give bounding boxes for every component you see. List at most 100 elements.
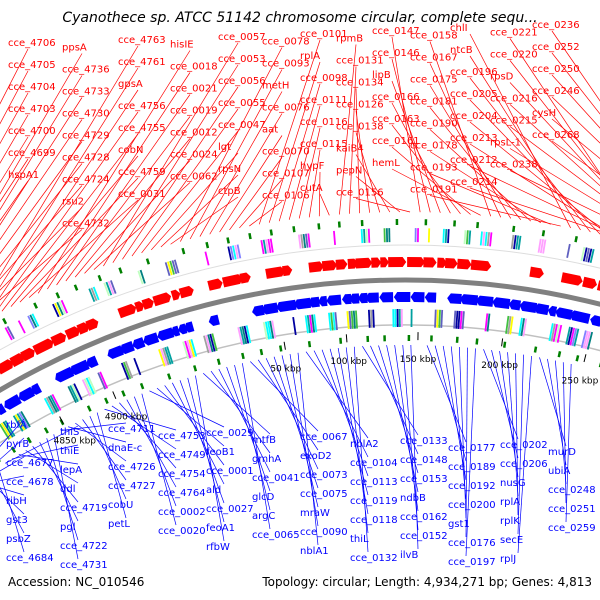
reverse-gene-label: cce_0002 — [158, 507, 206, 518]
leader-line — [562, 362, 567, 504]
gene-arrow — [470, 259, 492, 272]
reverse-gene-label: cce_4684 — [6, 553, 54, 564]
feature-bar — [262, 239, 267, 254]
forward-gene-label: cce_0178 — [410, 141, 458, 152]
feature-bar — [566, 243, 571, 259]
leader-line — [458, 346, 467, 519]
gene-arrow — [547, 305, 558, 317]
forward-gene-label: cce_0126 — [336, 100, 384, 111]
forward-gene-label: cce_4732 — [62, 219, 110, 230]
feature-bar — [587, 248, 593, 263]
feature-tick — [557, 351, 562, 358]
feature-bar — [92, 286, 100, 301]
feature-tick — [269, 229, 273, 236]
leader-line — [551, 74, 600, 129]
forward-gene-label: cce_0018 — [170, 62, 218, 73]
leader-line — [429, 107, 522, 220]
forward-gene-label: cce_0078 — [262, 37, 310, 48]
feature-tick — [2, 317, 8, 325]
leader-line — [551, 140, 600, 176]
feature-bar — [360, 229, 364, 244]
forward-gene-label: cce_0238 — [490, 160, 538, 171]
gene-arrow — [294, 297, 312, 310]
forward-gene-label: ppsA — [62, 43, 87, 54]
leader-line — [551, 52, 600, 115]
forward-gene-label: cce_4705 — [8, 60, 56, 71]
gene-arrow — [560, 272, 583, 286]
leader-line — [355, 88, 360, 214]
leader-line — [321, 349, 369, 477]
reverse-gene-label: cce_4727 — [108, 481, 156, 492]
forward-gene-label: cce_4756 — [118, 101, 166, 112]
leader-line — [0, 487, 25, 496]
reverse-gene-label: cce_0104 — [350, 458, 398, 469]
gene-arrow — [170, 289, 181, 301]
forward-gene-label: cce_0161 — [372, 136, 420, 147]
leader-line — [0, 163, 83, 268]
reverse-gene-label: secE — [500, 535, 523, 546]
leader-line — [47, 72, 191, 290]
feature-bar — [190, 338, 198, 357]
feature-tick — [139, 382, 145, 390]
feature-bar — [309, 314, 314, 333]
reverse-gene-label: ddl — [60, 484, 75, 495]
reverse-gene-label: cce_0153 — [400, 474, 448, 485]
feature-bar — [99, 371, 109, 389]
forward-strand-arrows — [0, 257, 600, 375]
feature-bar — [4, 420, 16, 437]
gene-arrow — [444, 257, 458, 269]
leader-line — [0, 158, 29, 203]
leader-line — [249, 201, 283, 227]
reverse-gene-label: gst1 — [448, 519, 470, 530]
leader-line — [68, 426, 127, 443]
feature-tick — [33, 302, 38, 309]
feature-bar — [567, 327, 573, 346]
reverse-gene-label: cce_0067 — [300, 432, 348, 443]
outer-ring-outline — [0, 244, 600, 351]
feature-tick — [97, 274, 103, 282]
leader-line — [0, 141, 83, 255]
leader-line — [551, 30, 600, 102]
feature-bar — [182, 341, 190, 360]
forward-gene-label: cce_4704 — [8, 82, 56, 93]
leader-line — [0, 490, 25, 515]
feature-bar — [60, 299, 69, 314]
reverse-gene-label: cce_0177 — [448, 443, 496, 454]
leader-line — [551, 118, 600, 160]
gene-arrow — [239, 272, 251, 284]
feature-bar — [164, 347, 172, 365]
feature-bar — [367, 309, 371, 328]
leader-line — [96, 412, 127, 519]
leader-line — [189, 69, 283, 240]
feature-bar — [479, 231, 483, 246]
gene-arrow — [18, 386, 36, 402]
feature-bar — [85, 377, 95, 395]
feature-tick — [533, 346, 538, 353]
map-title: Cyanothece sp. ATCC 51142 chromosome cir… — [62, 10, 538, 26]
leader-line — [187, 377, 225, 523]
forward-gene-label: cce_0076 — [262, 103, 310, 114]
leader-line — [353, 346, 369, 553]
leader-line — [298, 127, 321, 219]
feature-tick — [167, 373, 172, 380]
forward-gene-label: cce_0213 — [450, 133, 498, 144]
feature-bar — [332, 312, 336, 331]
feature-tick — [512, 225, 516, 233]
leader-line — [10, 155, 139, 307]
feature-bar — [586, 331, 594, 350]
forward-gene-label: ntcB — [450, 45, 473, 56]
leader-line — [74, 138, 191, 278]
forward-gene-label: cce_4736 — [62, 65, 110, 76]
leader-line — [465, 347, 468, 538]
feature-bar — [565, 326, 571, 345]
feature-bar — [267, 321, 273, 340]
feature-bar — [507, 316, 512, 335]
scale-label: 200 kbp — [481, 361, 518, 371]
reverse-gene-label: cce_0162 — [400, 512, 448, 523]
leader-line — [19, 177, 139, 303]
feature-bar — [306, 315, 311, 334]
reverse-gene-label: cce_4764 — [158, 488, 206, 499]
feature-bar — [120, 362, 130, 380]
feature-bar — [455, 310, 459, 329]
leader-line — [156, 387, 225, 447]
